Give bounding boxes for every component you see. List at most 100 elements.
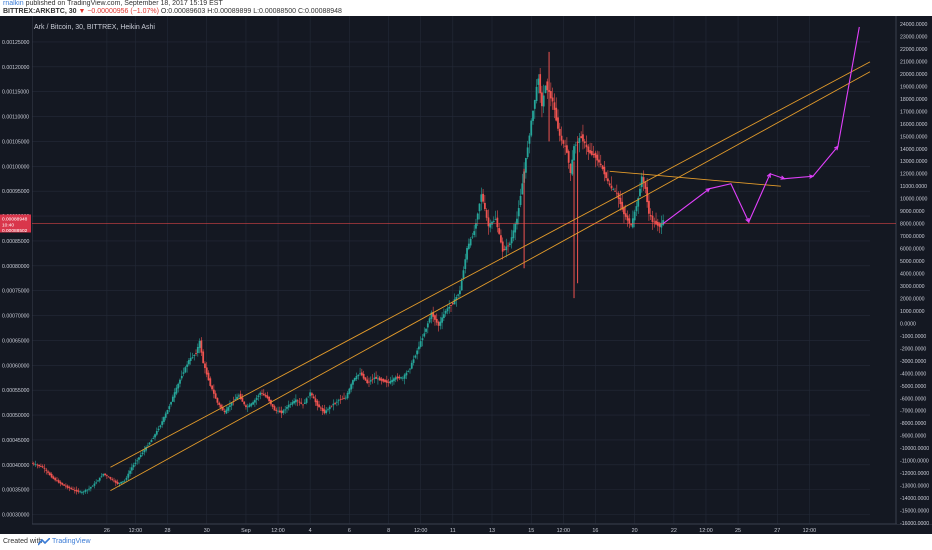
candle-body — [54, 478, 57, 481]
candle-body — [229, 405, 231, 407]
change-value: ▼ −0.00000956 (−1.07%) — [78, 8, 159, 15]
right-axis-label: 7000.0000 — [900, 234, 925, 240]
candle-body — [286, 406, 288, 409]
candle-body — [382, 378, 385, 382]
candle-body — [40, 466, 42, 468]
candle-body — [508, 243, 511, 246]
candle-body — [296, 400, 299, 402]
candle-body — [649, 215, 652, 217]
candle-body — [79, 491, 82, 493]
candle-body — [425, 328, 427, 332]
candle-body — [264, 394, 267, 397]
candle-body — [298, 401, 301, 403]
candle-body — [186, 364, 189, 367]
projection-arrowhead — [745, 218, 750, 224]
candle-body — [68, 487, 71, 489]
candle-body — [631, 218, 634, 228]
candle-body — [398, 376, 401, 379]
candle-body — [245, 405, 247, 408]
right-axis-label: 9000.0000 — [900, 209, 925, 215]
candle-body — [608, 183, 611, 186]
candle-body — [332, 403, 335, 406]
candle-body — [287, 404, 290, 408]
right-axis-label: 14000.0000 — [900, 147, 928, 153]
candle-body — [188, 360, 190, 365]
candle-body — [485, 210, 488, 218]
candle-body — [139, 454, 142, 458]
right-axis-label: -16000.0000 — [900, 521, 929, 527]
candle-body — [478, 203, 481, 212]
candle-body — [114, 480, 117, 483]
time-axis-label: 13 — [489, 528, 495, 534]
candle-body — [52, 476, 55, 479]
candle-body — [353, 377, 356, 381]
left-price-axis: 0.00125000 0.00120000 0.00115000 0.00110000… — [0, 16, 32, 524]
candle-body — [328, 406, 331, 410]
candle-body — [220, 404, 222, 408]
candle-body — [428, 318, 431, 323]
candle-body — [565, 145, 568, 153]
left-axis-label: 0.00095000 — [2, 189, 30, 195]
candle-body — [619, 197, 622, 205]
tradingview-logo-icon — [38, 538, 50, 546]
candle-body — [318, 404, 320, 408]
tradingview-brand[interactable]: TradingView — [52, 538, 91, 545]
time-axis-label: 25 — [735, 528, 741, 534]
candle-body — [138, 457, 140, 460]
open-value: O:0.00089603 — [160, 8, 206, 15]
candle-body — [448, 306, 451, 309]
candle-body — [662, 220, 665, 225]
candle-body — [355, 375, 358, 380]
right-axis-label: 22000.0000 — [900, 47, 928, 53]
candle-body — [284, 409, 287, 411]
candle-body — [469, 238, 472, 246]
candle-body — [89, 487, 92, 489]
left-axis-label: 0.00110000 — [2, 115, 29, 121]
right-axis-label: -9000.0000 — [900, 434, 926, 440]
time-axis-label: 16 — [592, 528, 598, 534]
chart-title: Ark / Bitcoin, 30, BITTREX, Heikin Ashi — [34, 24, 155, 31]
candle-body — [596, 154, 599, 161]
chart-area[interactable]: Ark / Bitcoin, 30, BITTREX, Heikin Ashi … — [0, 16, 932, 534]
candle-body — [248, 404, 251, 408]
candle-body — [432, 312, 435, 317]
published-text: published on TradingView.com, September … — [25, 0, 223, 7]
candle-body — [500, 235, 502, 243]
candle-body — [401, 377, 404, 379]
candle-body — [150, 440, 153, 443]
right-axis-label: -13000.0000 — [900, 484, 929, 490]
candle-body — [120, 481, 123, 484]
candle-body — [161, 421, 164, 425]
candle-body — [179, 379, 181, 384]
right-axis-label: 1000.0000 — [900, 309, 925, 315]
candle-body — [555, 107, 558, 121]
candle-body — [473, 231, 476, 236]
projection-arrowhead — [705, 187, 711, 193]
candle-body — [421, 338, 424, 341]
candle-body — [200, 340, 203, 353]
price-tag-label: 0.00088948 — [2, 216, 28, 222]
right-axis-label: 12000.0000 — [900, 172, 928, 178]
candle-body — [129, 470, 131, 474]
left-axis-label: 0.00075000 — [2, 289, 30, 295]
candle-body — [97, 480, 99, 482]
candle-body — [73, 490, 76, 491]
line-tag-label: 0.00088502 — [2, 228, 28, 234]
candle-body — [293, 400, 295, 404]
price-chart[interactable]: Ark / Bitcoin, 30, BITTREX, Heikin Ashi … — [0, 16, 932, 534]
time-axis-label: 12:00 — [699, 528, 713, 534]
candle-body — [507, 245, 509, 247]
candle-body — [207, 372, 210, 381]
candle-body — [459, 290, 461, 295]
author-link[interactable]: rnalkin — [3, 0, 24, 7]
right-axis-label: 19000.0000 — [900, 84, 928, 90]
candle-body — [637, 197, 640, 207]
candle-body — [280, 410, 283, 414]
candle-body — [549, 91, 552, 99]
candle-body — [590, 150, 593, 155]
candle-body — [107, 476, 110, 478]
left-axis-label: 0.00030000 — [2, 513, 30, 519]
candle-body — [214, 393, 217, 399]
candle-body — [480, 194, 483, 202]
left-axis-label: 0.00120000 — [2, 65, 30, 71]
